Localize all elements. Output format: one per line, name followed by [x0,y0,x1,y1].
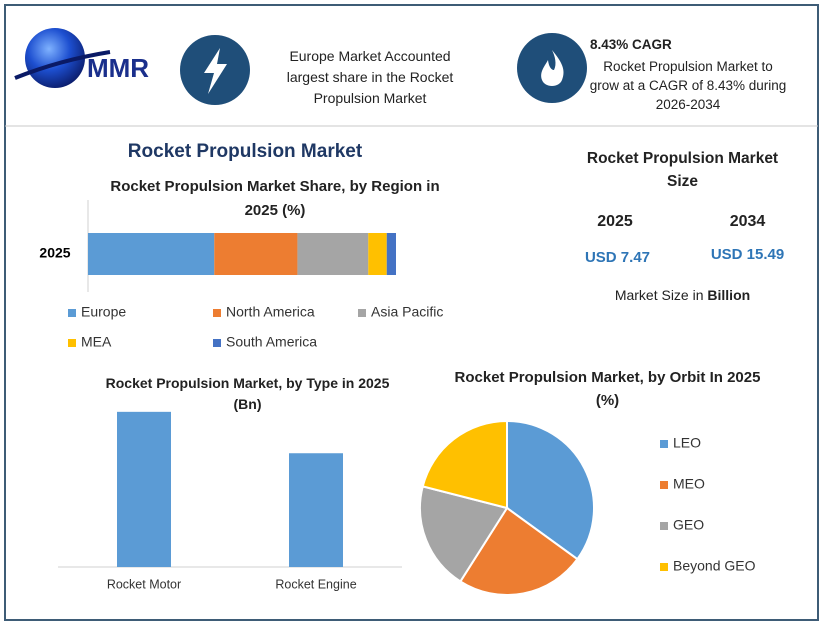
legend-swatch [660,481,668,489]
legend-label: MEO [673,476,705,492]
icon-circle [517,33,587,103]
pie-slice [419,485,509,583]
size-value: USD 15.49 [710,246,785,263]
legend-label: Asia Pacific [371,304,443,320]
legend-swatch [660,563,668,571]
y-tick-label: 2025 [39,245,70,261]
size-note: Market Size in Billion [590,287,775,303]
size-value: USD 7.47 [584,249,651,266]
legend-label: Europe [81,304,126,320]
legend-label: MEA [81,334,112,350]
chart-title: Rocket Propulsion Market, by Type in 202… [105,375,390,412]
bar-segment [368,233,387,275]
logo-globe [25,28,85,88]
pie-slice [506,419,595,561]
legend-swatch [660,522,668,530]
legend-swatch [358,309,366,317]
x-tick-label: Rocket Engine [275,577,356,591]
legend-swatch [660,440,668,448]
bolt-icon [204,48,227,94]
chart-title: Rocket Propulsion Market, by Orbit In 20… [454,369,761,409]
legend-label: GEO [673,517,704,533]
legend-label: LEO [673,435,701,451]
pie-slice [459,506,579,596]
main-title: Rocket Propulsion Market [127,141,363,162]
bar-segment [88,233,215,275]
frame [4,4,819,621]
legend-label: North America [226,304,315,320]
legend-label: South America [226,334,317,350]
bar [289,453,343,567]
flame-icon [541,50,564,86]
bar-segment [386,233,396,275]
size-note-text: Market Size in [614,287,704,303]
legend-label: Beyond GEO [673,558,756,574]
logo-text: MMR [87,53,149,83]
size-title: Rocket Propulsion Market Size [586,150,779,190]
legend-swatch [68,339,76,347]
info-title: 8.43% CAGR [590,37,672,52]
legend-swatch [213,339,221,347]
bar-segment [297,233,369,275]
logo-swoosh [14,50,111,80]
x-tick-label: Rocket Motor [107,577,181,591]
legend-swatch [213,309,221,317]
legend-swatch [68,309,76,317]
bar [117,411,171,567]
chart-title: Rocket Propulsion Market Share, by Regio… [110,178,440,219]
size-year: 2025 [597,213,633,230]
info-text: Rocket Propulsion Market to grow at a CA… [589,59,787,112]
size-year: 2034 [729,213,766,230]
bar-segment [214,233,298,275]
size-note-bold: Billion [707,287,751,303]
pie-slice [421,419,508,510]
info-text: Europe Market Accounted largest share in… [286,48,454,106]
